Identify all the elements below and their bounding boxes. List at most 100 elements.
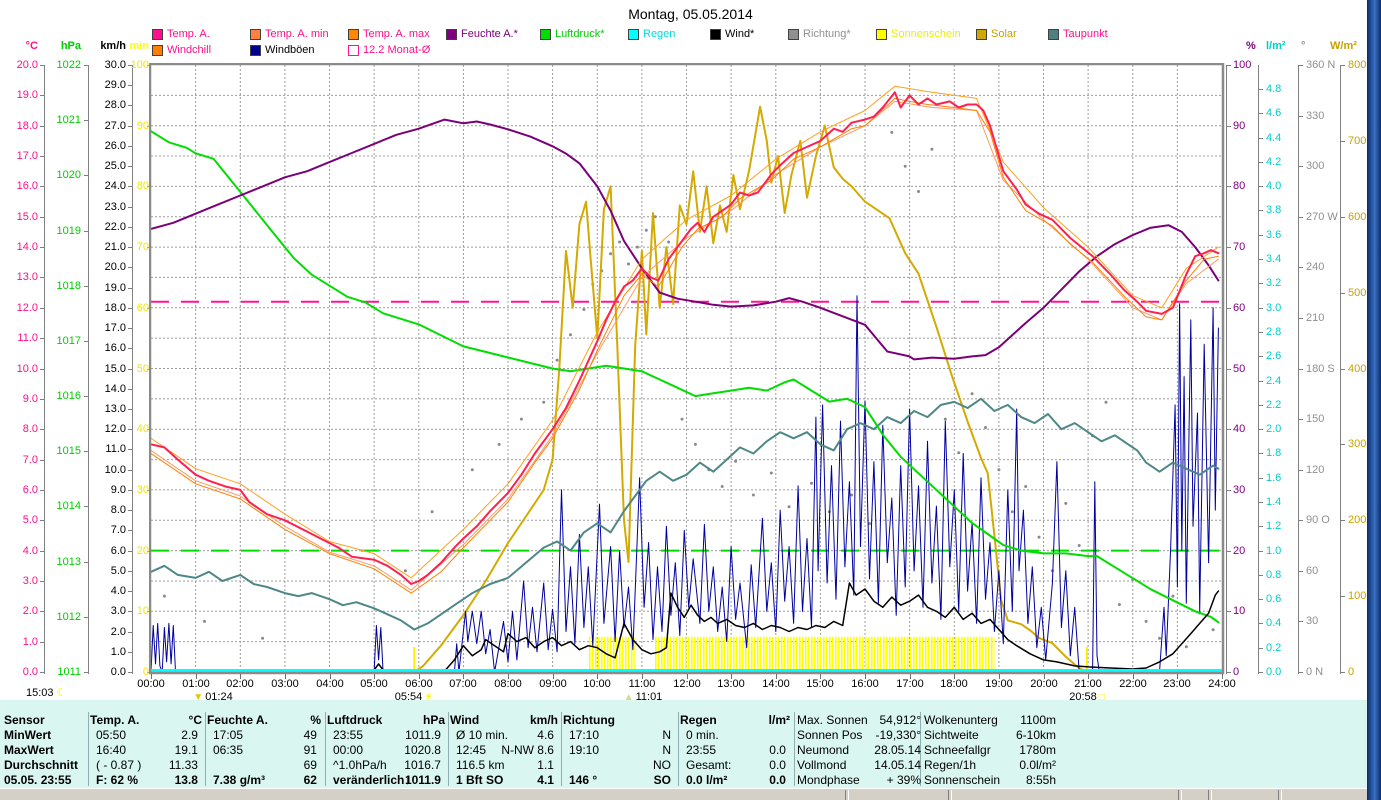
x-tick-label: 12:00: [673, 678, 701, 690]
table-column-divider: [88, 712, 89, 786]
legend-item-temp-a-[interactable]: Temp. A.: [152, 28, 210, 40]
kmh-axis-tick-label: 14.0: [104, 383, 126, 395]
hpa-axis-tick-label: 1019: [56, 225, 81, 237]
legend-item-sonnenschein[interactable]: Sonnenschein: [876, 28, 961, 40]
lm2-axis-tick-label: 4.6: [1266, 107, 1282, 119]
legend-item-12-2-monat-[interactable]: 12.2 Monat-Ø: [348, 44, 430, 56]
direction-axis-tick-label: 60: [1306, 565, 1319, 577]
wm2-axis-line: [1340, 65, 1341, 674]
table-header-richtung: Richtung: [563, 713, 615, 727]
lm2-axis-tick-label: 4.8: [1266, 83, 1282, 95]
legend-item-taupunkt[interactable]: Taupunkt: [1048, 28, 1108, 40]
percent-axis-tick: [1227, 490, 1231, 491]
kmh-axis-tick: [128, 652, 132, 653]
table-label-wetter: Regen/1h: [924, 758, 977, 772]
moon-rise-icon: ▲: [623, 691, 634, 703]
x-tick: [820, 674, 821, 679]
series-windchill: [151, 97, 1219, 594]
lm2-axis-tick: [1259, 453, 1263, 454]
table-time-regen: 23:55: [686, 743, 717, 757]
percent-axis-tick-label: 100: [1233, 59, 1252, 71]
table-unit-richtung: [633, 713, 675, 728]
celsius-axis-tick-label: 20.0: [16, 59, 38, 71]
table-value-wetter: 0.0l/m²: [1019, 758, 1056, 772]
lm2-axis-tick: [1259, 235, 1263, 236]
celsius-axis-tick-label: 17.0: [16, 150, 38, 162]
legend-item-richtung-[interactable]: Richtung*: [788, 28, 851, 40]
axis-unit-hPa: hPa: [60, 40, 81, 52]
x-tick: [865, 674, 866, 679]
hpa-axis-tick-label: 1014: [56, 500, 81, 512]
kmh-axis-tick-label: 27.0: [104, 120, 126, 132]
legend-item-regen[interactable]: Regen: [628, 28, 675, 40]
legend-item-solar[interactable]: Solar: [976, 28, 1017, 40]
lm2-axis-line: [1258, 65, 1259, 674]
kmh-axis-tick: [128, 85, 132, 86]
celsius-axis-tick: [40, 338, 44, 339]
celsius-axis-tick: [40, 642, 44, 643]
legend-swatch: [1048, 28, 1059, 40]
legend-item-wind-[interactable]: Wind*: [710, 28, 754, 40]
kmh-axis-tick-label: 16.0: [104, 342, 126, 354]
lm2-axis-tick-label: 4.2: [1266, 156, 1282, 168]
legend-label: Solar: [991, 28, 1017, 40]
legend-item-windchill[interactable]: Windchill: [152, 44, 211, 56]
legend-item-luftdruck-[interactable]: Luftdruck*: [540, 28, 605, 40]
kmh-axis-tick-label: 25.0: [104, 160, 126, 172]
lm2-axis-tick: [1259, 162, 1263, 163]
table-value-richtung: SO: [653, 773, 671, 787]
kmh-axis-tick-label: 7.0: [110, 524, 126, 536]
percent-axis-tick-label: 90: [1233, 120, 1246, 132]
series-sonnenschein: [587, 636, 635, 672]
table-time-wind: 12:45: [456, 743, 487, 757]
percent-axis-tick: [1227, 672, 1231, 673]
legend-item-feuchte-a-[interactable]: Feuchte A.*: [446, 28, 518, 40]
table-time-regen: 0.0 l/m²: [686, 773, 728, 787]
wm2-axis-tick: [1341, 293, 1345, 294]
direction-axis-tick: [1299, 166, 1303, 167]
x-tick-label: 19:00: [985, 678, 1013, 690]
legend-swatch: [976, 28, 987, 40]
hpa-axis-tick: [84, 341, 88, 342]
legend-label: 12.2 Monat-Ø: [363, 44, 431, 56]
lm2-axis-tick-label: 1.0: [1266, 545, 1282, 557]
hpa-axis-tick-label: 1015: [56, 445, 81, 457]
table-value-luftdruck: 1011.9: [404, 773, 441, 787]
x-tick-label: 23:00: [1163, 678, 1191, 690]
chart-plot-area[interactable]: [149, 63, 1226, 676]
hpa-axis-tick: [84, 617, 88, 618]
table-value-feuchte: 69: [303, 758, 317, 772]
table-label-wetter: Sonnenschein: [924, 773, 1001, 787]
table-time-luftdruck: ^1.0hPa/h: [333, 758, 387, 772]
direction-axis-tick-label: 210: [1306, 312, 1325, 324]
lm2-axis-tick-label: 1.8: [1266, 447, 1282, 459]
lm2-axis-tick: [1259, 356, 1263, 357]
legend-swatch: [250, 28, 261, 40]
celsius-axis-tick-label: 15.0: [16, 211, 38, 223]
kmh-axis-tick: [128, 672, 132, 673]
lm2-axis-tick: [1259, 186, 1263, 187]
kmh-axis-tick: [128, 470, 132, 471]
legend-item-windb-en[interactable]: Windböen: [250, 44, 315, 56]
x-tick-label: 22:00: [1119, 678, 1147, 690]
kmh-axis-tick-label: 3.0: [110, 605, 126, 617]
table-value-astro: + 39%: [886, 773, 921, 787]
table-rowheader: MinWert: [4, 728, 52, 742]
kmh-axis-tick-label: 22.0: [104, 221, 126, 233]
x-tick-label: 21:00: [1074, 678, 1102, 690]
kmh-axis-tick-label: 28.0: [104, 99, 126, 111]
kmh-axis-tick-label: 5.0: [110, 565, 126, 577]
celsius-axis-tick-label: 0.0: [22, 666, 38, 678]
sunrise-marker: 05:54 ☀: [395, 691, 434, 703]
celsius-axis-tick: [40, 126, 44, 127]
table-value-richtung: N: [662, 743, 671, 757]
direction-axis-tick: [1299, 470, 1303, 471]
lm2-axis-tick: [1259, 648, 1263, 649]
wm2-axis-tick-label: 800: [1348, 59, 1367, 71]
legend-item-temp-a-min[interactable]: Temp. A. min: [250, 28, 329, 40]
table-value-temp: 19.1: [174, 743, 198, 757]
legend-item-temp-a-max[interactable]: Temp. A. max: [348, 28, 430, 40]
celsius-axis-tick: [40, 369, 44, 370]
legend-label: Luftdruck*: [555, 28, 605, 40]
min-axis-tick-label: 30: [136, 484, 149, 496]
